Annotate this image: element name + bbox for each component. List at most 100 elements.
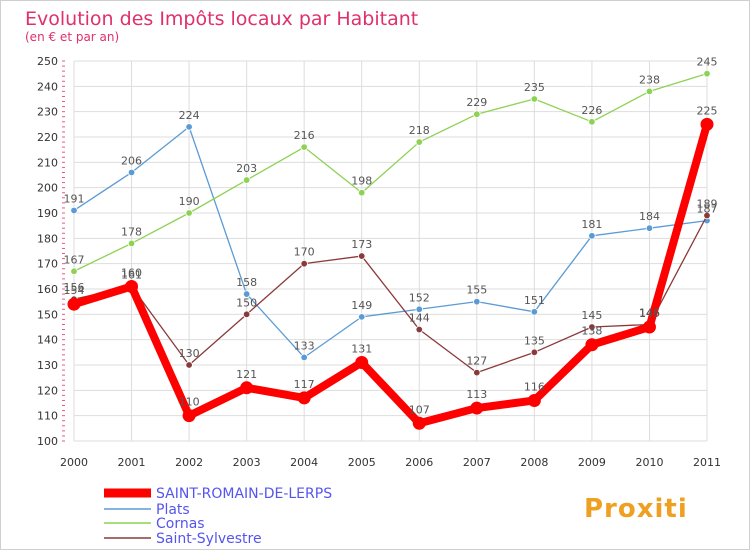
y-tick-label: 120 xyxy=(37,384,58,397)
axes: 100 110 120 130 140 150 160 170 180 190 200 210 220 2… xyxy=(37,55,721,469)
proxiti-logo: Proxiti xyxy=(584,494,688,524)
series-line-2 xyxy=(73,73,708,272)
data-point xyxy=(585,338,599,352)
data-point xyxy=(530,308,539,316)
data-label: 107 xyxy=(409,403,430,416)
data-point xyxy=(527,393,541,407)
data-label: 225 xyxy=(697,104,718,117)
chart-title: Evolution des Impôts locaux par Habitant xyxy=(25,8,418,30)
data-label: 190 xyxy=(179,195,200,208)
x-tick-label: 2006 xyxy=(405,456,433,469)
data-label: 146 xyxy=(639,306,660,319)
data-point xyxy=(355,355,369,369)
x-tick-label: 2008 xyxy=(520,456,548,469)
data-label: 144 xyxy=(409,312,430,325)
data-point xyxy=(700,117,714,131)
data-point xyxy=(358,252,366,260)
x-tick-label: 2002 xyxy=(175,456,203,469)
y-tick-label: 130 xyxy=(37,359,58,372)
data-label: 145 xyxy=(581,309,602,322)
x-tick-label: 2000 xyxy=(60,456,88,469)
y-tick-label: 190 xyxy=(37,207,58,220)
data-point xyxy=(703,211,711,220)
data-label: 117 xyxy=(294,378,315,391)
data-point xyxy=(67,297,81,311)
data-point xyxy=(588,118,596,126)
data-label: 245 xyxy=(697,56,718,69)
data-label: 149 xyxy=(351,299,372,312)
x-tick-label: 2003 xyxy=(233,456,261,469)
data-label: 229 xyxy=(466,96,487,109)
data-point xyxy=(703,69,711,78)
data-point xyxy=(415,138,423,146)
data-label: 130 xyxy=(179,347,200,360)
data-point xyxy=(473,368,481,377)
y-tick-label: 230 xyxy=(37,106,58,119)
y-tick-label: 200 xyxy=(37,182,58,195)
data-label: 127 xyxy=(466,355,487,368)
y-tick-label: 250 xyxy=(37,55,58,68)
data-point xyxy=(185,209,193,217)
legend-label-3: Saint-Sylvestre xyxy=(156,531,262,547)
data-label: 152 xyxy=(409,291,430,304)
y-tick-label: 210 xyxy=(37,156,58,169)
data-label: 154 xyxy=(64,284,85,297)
data-point xyxy=(530,95,539,103)
data-point xyxy=(358,189,366,197)
data-label: 151 xyxy=(524,294,545,307)
data-label: 113 xyxy=(466,388,487,401)
x-tick-label: 2011 xyxy=(693,456,721,469)
legend: SAINT-ROMAIN-DE-LERPSPlatsCornasSaint-Sy… xyxy=(104,486,332,547)
data-label: 158 xyxy=(236,276,257,289)
data-point xyxy=(300,143,308,151)
data-point xyxy=(127,168,136,177)
data-label: 156 xyxy=(64,281,85,294)
data-label: 133 xyxy=(294,339,315,352)
data-point xyxy=(473,110,481,118)
y-tick-label: 240 xyxy=(37,80,58,93)
data-point xyxy=(297,391,311,405)
data-point xyxy=(588,323,596,331)
data-labels: 191 206 224 158 133 149 152 155 151 181 184 187 167 1… xyxy=(64,56,718,417)
data-label: 110 xyxy=(179,396,200,409)
data-label: 121 xyxy=(236,368,257,381)
data-label: 150 xyxy=(236,296,257,309)
data-point xyxy=(242,290,251,298)
y-tick-label: 220 xyxy=(37,131,58,144)
data-point xyxy=(415,325,423,334)
data-point xyxy=(300,259,308,268)
data-point xyxy=(473,297,481,306)
data-label: 238 xyxy=(639,73,660,86)
y-tick-label: 180 xyxy=(37,232,58,245)
data-label: 206 xyxy=(121,154,142,167)
y-tick-label: 160 xyxy=(37,283,58,296)
data-label: 161 xyxy=(121,268,142,281)
logo-text: Proxiti xyxy=(584,494,688,524)
chart-subtitle: (en € et par an) xyxy=(25,30,119,44)
data-point xyxy=(645,224,654,232)
series-line-1 xyxy=(73,126,708,359)
data-label: 170 xyxy=(294,246,315,259)
data-label: 178 xyxy=(121,225,142,238)
data-point xyxy=(70,206,78,215)
data-label: 160 xyxy=(121,266,142,279)
data-point xyxy=(588,232,596,240)
data-label: 198 xyxy=(351,175,372,188)
data-label: 184 xyxy=(639,210,660,223)
y-tick-label: 170 xyxy=(37,258,58,271)
y-tick-label: 140 xyxy=(37,334,58,347)
legend-label-0: SAINT-ROMAIN-DE-LERPS xyxy=(156,486,332,502)
legend-label-1: Plats xyxy=(156,502,190,518)
y-tick-label: 100 xyxy=(37,435,58,448)
data-label: 191 xyxy=(64,192,85,205)
data-point xyxy=(185,123,193,131)
data-label: 187 xyxy=(697,203,718,216)
data-point xyxy=(412,416,426,430)
data-point xyxy=(242,176,251,184)
series-line-3 xyxy=(73,214,708,374)
series-line-0 xyxy=(70,120,711,428)
data-point xyxy=(415,305,423,313)
data-label: 167 xyxy=(64,253,85,266)
